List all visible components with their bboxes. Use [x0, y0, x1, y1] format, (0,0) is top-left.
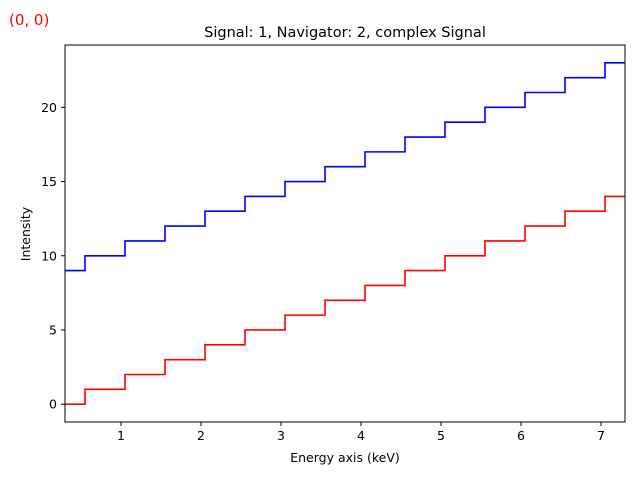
- x-axis: 1 2 3 4 5 6 7: [117, 422, 605, 443]
- x-tick-label: 4: [357, 428, 365, 443]
- x-tick-label: 6: [517, 428, 525, 443]
- y-tick-label: 0: [49, 397, 57, 412]
- x-axis-label: Energy axis (keV): [290, 450, 400, 465]
- y-tick-label: 5: [49, 322, 57, 337]
- y-axis: 0 5 10 15 20: [41, 100, 65, 412]
- chart-title: Signal: 1, Navigator: 2, complex Signal: [204, 25, 486, 41]
- x-tick-label: 2: [197, 428, 205, 443]
- y-tick-label: 15: [41, 174, 57, 189]
- plot-frame: [64, 44, 626, 423]
- x-tick-label: 5: [437, 428, 445, 443]
- y-tick-label: 20: [41, 100, 57, 115]
- y-axis-label: Intensity: [18, 206, 33, 261]
- series-line-2: [65, 195, 625, 405]
- plot-series: [65, 62, 625, 405]
- series-line-1: [65, 62, 625, 272]
- x-tick-label: 1: [117, 428, 125, 443]
- x-tick-label: 7: [597, 428, 605, 443]
- y-tick-label: 10: [41, 248, 57, 263]
- x-tick-label: 3: [277, 428, 285, 443]
- coordinate-readout: (0, 0): [9, 11, 50, 29]
